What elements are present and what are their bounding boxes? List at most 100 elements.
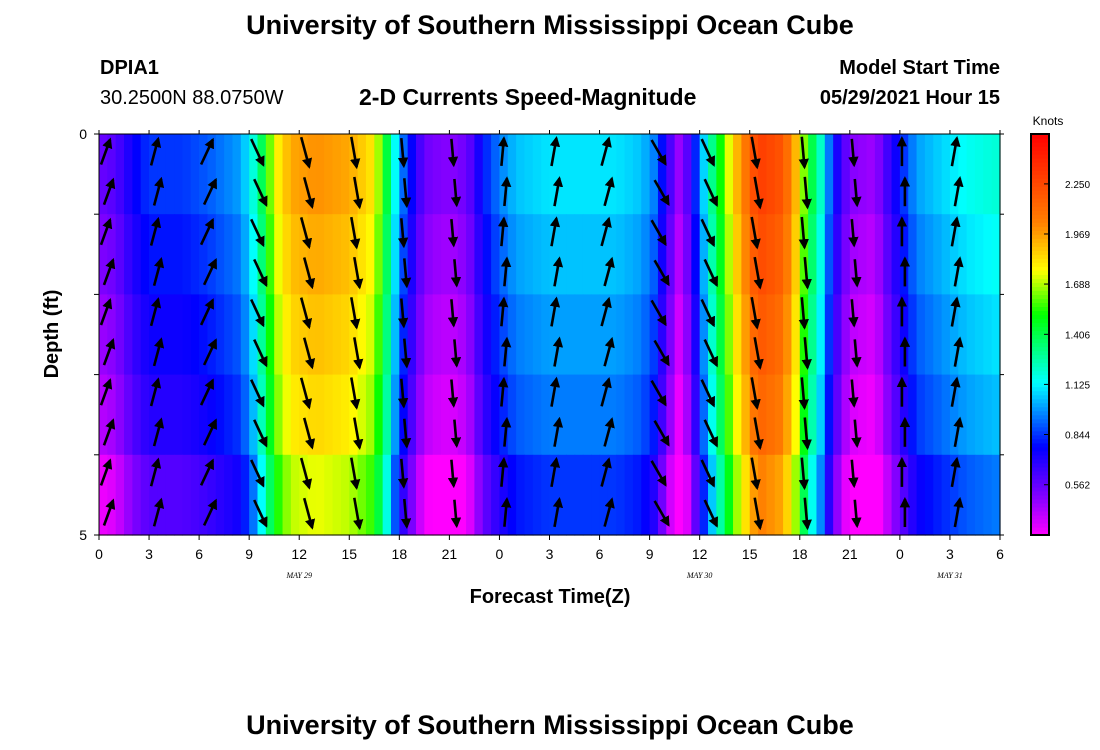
heat-cell: [549, 454, 559, 536]
colorbar-segment: [1031, 294, 1049, 300]
colorbar-segment: [1031, 462, 1049, 468]
heat-cell: [124, 454, 133, 536]
heat-cell: [974, 374, 984, 456]
heat-cell: [749, 454, 759, 536]
heat-cell: [799, 294, 809, 376]
colorbar-segment: [1031, 166, 1049, 171]
heat-cell: [566, 374, 576, 456]
heat-cell: [232, 134, 242, 215]
heat-cell: [966, 294, 976, 376]
heat-cell: [983, 374, 993, 456]
heat-cell: [716, 374, 726, 456]
heat-cell: [824, 134, 834, 215]
colorbar-segment: [1031, 434, 1049, 440]
colorbar-segment: [1031, 230, 1049, 235]
colorbar-segment: [1031, 310, 1049, 316]
current-arrow: [552, 496, 564, 528]
x-tick-label: 6: [996, 546, 1004, 562]
colorbar-segment: [1031, 498, 1049, 504]
colorbar-segment: [1031, 274, 1049, 279]
heat-cell: [432, 374, 442, 456]
heat-cell: [190, 134, 200, 215]
heat-cell: [632, 454, 642, 536]
current-arrow: [350, 457, 361, 491]
heat-cell: [808, 454, 818, 536]
heat-cell: [491, 454, 501, 536]
heat-cell: [582, 214, 592, 295]
heat-cell: [741, 214, 751, 295]
heat-cell: [365, 134, 375, 215]
heat-cell: [340, 454, 350, 536]
heat-cell: [849, 454, 859, 536]
heat-cell: [783, 294, 793, 376]
heat-cell: [407, 374, 417, 456]
heat-cell: [107, 294, 117, 376]
heat-cell: [240, 374, 250, 456]
heat-cell: [849, 134, 859, 215]
heat-cell: [766, 134, 776, 215]
heat-cell: [666, 374, 676, 456]
heat-cell: [941, 374, 951, 456]
current-arrow: [801, 337, 812, 370]
heat-cell: [507, 214, 517, 295]
heat-cell: [349, 454, 359, 536]
heat-cell: [774, 374, 784, 456]
current-arrow: [750, 216, 761, 250]
current-arrow: [152, 337, 165, 367]
heat-cell: [382, 374, 392, 456]
heat-cell: [949, 374, 959, 456]
heat-cell: [491, 294, 501, 376]
colorbar-tick-label: 0.562: [1065, 481, 1090, 492]
heat-cell: [315, 454, 325, 536]
heat-cell: [374, 454, 384, 536]
heat-cell: [257, 134, 267, 215]
current-arrow: [848, 218, 859, 248]
heat-cell: [441, 134, 450, 215]
heat-cell: [124, 134, 133, 215]
heat-cell: [691, 214, 701, 295]
heat-cell: [499, 454, 509, 536]
x-tick-label: 0: [896, 546, 904, 562]
current-arrow: [500, 256, 512, 287]
colorbar-segment: [1031, 266, 1049, 271]
heat-cell: [674, 294, 684, 376]
heat-cell: [632, 214, 642, 295]
heat-cell: [432, 134, 442, 215]
x-tick-label: 12: [692, 546, 708, 562]
heat-cell: [474, 454, 484, 536]
heat-cell: [340, 214, 350, 295]
x-tick-label: 3: [946, 546, 954, 562]
heat-cell: [182, 294, 192, 376]
heat-cell: [849, 374, 859, 456]
heat-cell: [457, 134, 467, 215]
heat-cell: [874, 454, 884, 536]
heat-cell: [474, 294, 484, 376]
heat-cell: [849, 214, 859, 295]
heat-cell: [532, 454, 542, 536]
colorbar-segment: [1031, 182, 1049, 187]
heat-cell: [657, 134, 667, 215]
heat-cell: [758, 214, 767, 295]
heat-cell: [599, 454, 609, 536]
heat-cell: [841, 134, 851, 215]
current-arrow: [99, 137, 113, 166]
heat-cell: [441, 454, 450, 536]
heat-cell: [783, 134, 793, 215]
current-arrow: [603, 176, 615, 207]
heat-cell: [224, 454, 234, 536]
heat-cell: [182, 134, 192, 215]
heat-cell: [666, 294, 676, 376]
current-arrow: [500, 176, 512, 207]
current-arrow: [549, 216, 561, 247]
heat-cell: [132, 454, 142, 536]
colorbar-segment: [1031, 406, 1049, 412]
current-arrow: [350, 377, 361, 410]
heat-cell: [991, 294, 1001, 376]
colorbar-segment: [1031, 298, 1049, 304]
heat-cell: [407, 294, 417, 376]
heat-cell: [207, 294, 217, 376]
heat-cell: [115, 294, 125, 376]
current-arrow: [750, 296, 761, 330]
heat-cell: [908, 294, 918, 376]
